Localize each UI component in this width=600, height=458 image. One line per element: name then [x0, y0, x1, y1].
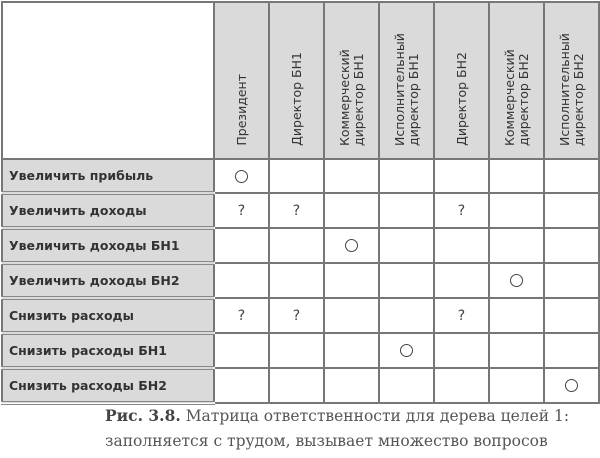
matrix-cell [543, 297, 600, 334]
matrix-cell [543, 227, 600, 264]
matrix-cell [543, 158, 600, 194]
matrix-cell [433, 158, 490, 194]
matrix-cell [378, 227, 435, 264]
header-row: Президент Директор БН1 Коммерческий директ… [1, 1, 600, 160]
matrix-cell [433, 262, 490, 299]
matrix-cell [543, 262, 600, 299]
matrix-cell [268, 332, 325, 369]
column-header-label: Исполнительный директор БН2 [556, 33, 586, 146]
matrix-cell [488, 192, 545, 229]
column-header-label: Директор БН2 [453, 52, 469, 146]
caption-line1: Матрица ответственности для дерева целей… [185, 407, 570, 425]
matrix-cell [378, 367, 435, 404]
responsible-mark [378, 332, 435, 369]
matrix-cell: ? [268, 192, 325, 229]
matrix-cell [323, 192, 380, 229]
responsibility-matrix: Президент Директор БН1 Коммерческий директ… [1, 1, 600, 405]
matrix-cell [268, 158, 325, 194]
column-header-label: Президент [233, 74, 249, 146]
row-label: Увеличить доходы БН2 [1, 262, 215, 300]
matrix-cell: ? [213, 192, 270, 229]
responsible-mark [323, 227, 380, 264]
matrix-cell: ? [268, 297, 325, 334]
table-row: Увеличить доходы БН1 [1, 227, 600, 265]
matrix-cell [543, 192, 600, 229]
table-row: Снизить расходы БН1 [1, 332, 600, 370]
table-row: Снизить расходы??? [1, 297, 600, 335]
corner-cell [1, 1, 215, 160]
column-header: Коммерческий директор БН1 [323, 1, 380, 160]
matrix-cell [213, 227, 270, 264]
responsible-mark [213, 158, 270, 194]
matrix-cell [323, 367, 380, 404]
matrix-cell: ? [433, 297, 490, 334]
matrix-cell [213, 367, 270, 404]
table-row: Увеличить прибыль [1, 158, 600, 195]
matrix-cell [323, 158, 380, 194]
responsible-mark [488, 262, 545, 299]
responsible-mark [543, 367, 600, 404]
row-label: Увеличить прибыль [1, 158, 215, 195]
row-label: Снизить расходы БН1 [1, 332, 215, 370]
figure-caption: Рис. 3.8. Матрица ответственности для де… [105, 403, 569, 454]
caption-number: Рис. 3.8. [105, 406, 181, 425]
matrix-cell [323, 297, 380, 334]
column-header: Коммерческий директор БН2 [488, 1, 545, 160]
matrix-cell [378, 192, 435, 229]
column-header: Директор БН2 [433, 1, 490, 160]
column-header: Президент [213, 1, 270, 160]
row-label: Снизить расходы БН2 [1, 367, 215, 405]
row-label: Увеличить доходы БН1 [1, 227, 215, 265]
circle-icon [565, 379, 578, 392]
matrix-cell: ? [213, 297, 270, 334]
matrix-cell [433, 332, 490, 369]
matrix-cell: ? [433, 192, 490, 229]
matrix-cell [213, 262, 270, 299]
matrix-cell [378, 297, 435, 334]
circle-icon [235, 169, 248, 183]
matrix-cell [213, 332, 270, 369]
matrix-cell [268, 367, 325, 404]
matrix-cell [323, 262, 380, 299]
matrix-cell [433, 367, 490, 404]
matrix-cell [488, 367, 545, 404]
table-row: Увеличить доходы??? [1, 192, 600, 230]
column-header-label: Директор БН1 [288, 52, 304, 146]
table-row: Снизить расходы БН2 [1, 367, 600, 405]
column-header-label: Коммерческий директор БН1 [336, 49, 366, 146]
matrix-cell [488, 297, 545, 334]
circle-icon [345, 239, 358, 252]
matrix-cell [378, 262, 435, 299]
circle-icon [510, 274, 523, 287]
matrix-cell [488, 158, 545, 194]
circle-icon [400, 344, 413, 357]
column-header-label: Исполнительный директор БН1 [391, 33, 421, 146]
caption-line2: заполняется с трудом, вызывает множество… [105, 432, 548, 450]
table-row: Увеличить доходы БН2 [1, 262, 600, 300]
row-label: Снизить расходы [1, 297, 215, 335]
matrix-cell [488, 332, 545, 369]
column-header: Исполнительный директор БН2 [543, 1, 600, 160]
matrix-cell [268, 227, 325, 264]
matrix-cell [488, 227, 545, 264]
row-label: Увеличить доходы [1, 192, 215, 230]
matrix-cell [543, 332, 600, 369]
matrix-cell [378, 158, 435, 194]
column-header: Директор БН1 [268, 1, 325, 160]
matrix-cell [268, 262, 325, 299]
matrix-cell [433, 227, 490, 264]
column-header: Исполнительный директор БН1 [378, 1, 435, 160]
matrix-cell [323, 332, 380, 369]
column-header-label: Коммерческий директор БН2 [501, 49, 531, 146]
